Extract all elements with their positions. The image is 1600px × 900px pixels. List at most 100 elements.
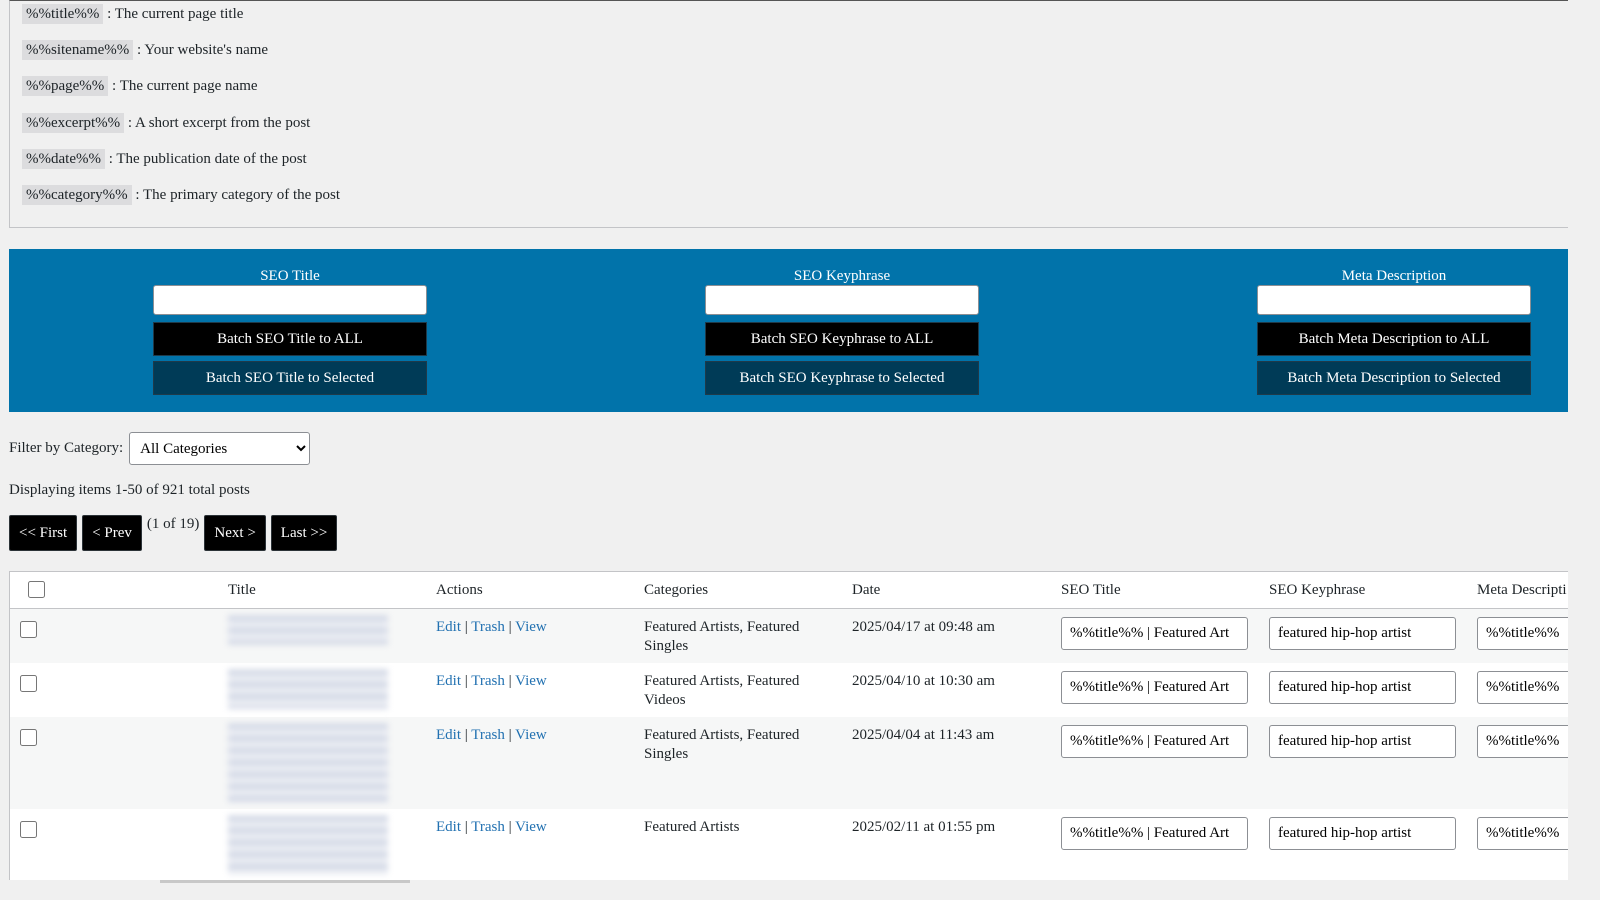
row-categories: Featured Artists, Featured Singles (644, 619, 800, 654)
blurred-title (228, 669, 388, 709)
action-link[interactable]: View (515, 819, 547, 835)
action-separator: | (508, 673, 512, 689)
table-row: Edit | Trash | View Featured Artists, Fea… (10, 609, 1568, 663)
row-date: 2025/04/04 at 11:43 am (852, 727, 995, 743)
batch-all-button[interactable]: Batch SEO Title to ALL (153, 322, 427, 356)
column-header: Title (228, 582, 256, 598)
placeholder-line: %%page%% : The current page name (22, 76, 258, 97)
placeholder-desc: : The primary category of the post (135, 187, 341, 203)
row-checkbox[interactable] (20, 729, 37, 746)
prev-button[interactable]: < Prev (82, 515, 142, 551)
batch-label: SEO Keyphrase (793, 268, 891, 284)
seo-keyphrase-input[interactable] (1269, 617, 1456, 650)
action-link[interactable]: Trash (471, 727, 505, 743)
placeholder-tag: %%title%% (22, 4, 104, 24)
seo-keyphrase-input[interactable] (1269, 725, 1456, 758)
batch-label: Meta Description (1341, 268, 1447, 284)
seo-keyphrase-input[interactable] (1269, 671, 1456, 704)
batch-input[interactable] (1257, 285, 1531, 315)
row-date: 2025/04/17 at 09:48 am (852, 619, 995, 635)
action-link[interactable]: Trash (471, 819, 505, 835)
pagination: << First < Prev (1 of 19) Next > Last >> (9, 515, 338, 551)
blurred-title (228, 723, 388, 803)
batch-all-button[interactable]: Batch Meta Description to ALL (1257, 322, 1531, 356)
placeholder-tag: %%page%% (22, 76, 109, 97)
row-categories: Featured Artists, Featured Singles (644, 727, 800, 762)
batch-selected-button[interactable]: Batch Meta Description to Selected (1257, 361, 1531, 395)
column-header: SEO Keyphrase (1269, 582, 1366, 598)
action-link[interactable]: View (515, 619, 547, 635)
placeholder-desc: : The current page title (107, 6, 244, 22)
page-status: (1 of 19) (146, 516, 200, 532)
column-header: Meta Descripti (1477, 582, 1567, 598)
placeholder-line: %%sitename%% : Your website's name (22, 40, 269, 61)
side-gutter (1568, 0, 1600, 900)
action-link[interactable]: Edit (436, 619, 461, 635)
placeholder-line: %%date%% : The publication date of the p… (22, 148, 307, 169)
category-select[interactable]: All Categories (129, 432, 311, 465)
batch-selected-button[interactable]: Batch SEO Title to Selected (153, 361, 427, 395)
batch-selected-button[interactable]: Batch SEO Keyphrase to Selected (705, 361, 979, 395)
meta-description-input[interactable] (1477, 671, 1568, 704)
action-link[interactable]: Trash (471, 673, 505, 689)
action-link[interactable]: Trash (471, 619, 505, 635)
seo-title-input[interactable] (1061, 671, 1248, 704)
table-header: Title Actions Categories Date SEO Title SEO K… (10, 572, 1568, 609)
row-checkbox[interactable] (20, 621, 37, 638)
row-checkbox[interactable] (20, 675, 37, 692)
placeholder-tag: %%excerpt%% (22, 112, 125, 133)
seo-title-input[interactable] (1061, 617, 1248, 650)
meta-description-input[interactable] (1477, 725, 1568, 758)
action-link[interactable]: Edit (436, 819, 461, 835)
action-separator: | (508, 727, 512, 743)
action-link[interactable]: Edit (436, 673, 461, 689)
blurred-title (228, 615, 388, 645)
batch-input[interactable] (153, 285, 427, 315)
batch-all-button[interactable]: Batch SEO Keyphrase to ALL (705, 322, 979, 356)
column-header: Date (852, 582, 881, 598)
column-header: Actions (436, 582, 483, 598)
placeholder-line: %%category%% : The primary category of t… (22, 185, 341, 205)
action-link[interactable]: Edit (436, 727, 461, 743)
select-all-checkbox[interactable] (28, 581, 45, 598)
items-summary: Displaying items 1-50 of 921 total posts (9, 482, 250, 498)
row-actions: Edit | Trash | View (436, 618, 616, 637)
table-row: Edit | Trash | View Featured Artists, Fea… (10, 717, 1568, 809)
first-button[interactable]: << First (9, 515, 78, 551)
batch-column: Meta Description Batch Meta Description t… (1257, 267, 1531, 395)
seo-keyphrase-input[interactable] (1269, 817, 1456, 850)
placeholder-tag: %%category%% (22, 185, 132, 205)
placeholder-line: %%excerpt%% : A short excerpt from the p… (22, 112, 310, 133)
seo-title-input[interactable] (1061, 725, 1248, 758)
batch-column: SEO Keyphrase Batch SEO Keyphrase to ALL B… (705, 267, 979, 395)
horizontal-scrollbar (0, 880, 1568, 900)
placeholder-help: %%title%% : The current page title %%site… (9, 0, 1568, 228)
placeholder-desc: : The publication date of the post (108, 150, 307, 167)
row-actions: Edit | Trash | View (436, 818, 616, 837)
scroll-thumb (160, 880, 410, 883)
meta-description-input[interactable] (1477, 817, 1568, 850)
placeholder-desc: : Your website's name (137, 42, 269, 59)
action-separator: | (508, 619, 512, 635)
action-link[interactable]: View (515, 727, 547, 743)
seo-title-input[interactable] (1061, 817, 1248, 850)
row-categories: Featured Artists (644, 819, 740, 835)
row-date: 2025/04/10 at 10:30 am (852, 673, 995, 689)
row-categories: Featured Artists, Featured Videos (644, 673, 800, 708)
column-header: SEO Title (1061, 582, 1121, 598)
blurred-title (228, 815, 388, 875)
meta-description-input[interactable] (1477, 617, 1568, 650)
placeholder-line: %%title%% : The current page title (22, 4, 244, 24)
row-checkbox[interactable] (20, 821, 37, 838)
last-button[interactable]: Last >> (270, 515, 338, 551)
batch-column: SEO Title Batch SEO Title to ALL Batch SEO… (153, 267, 427, 395)
action-separator: | (508, 819, 512, 835)
action-separator: | (464, 619, 468, 635)
placeholder-desc: : The current page name (112, 78, 258, 95)
action-link[interactable]: View (515, 673, 547, 689)
row-date: 2025/02/11 at 01:55 pm (852, 819, 996, 835)
next-button[interactable]: Next > (204, 515, 266, 551)
batch-input[interactable] (705, 285, 979, 315)
